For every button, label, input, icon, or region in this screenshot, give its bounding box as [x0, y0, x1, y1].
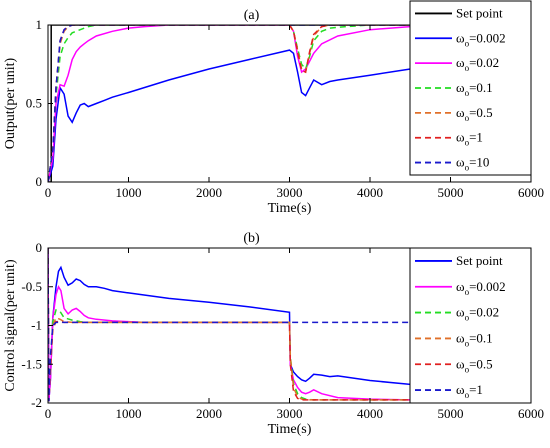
legend: Set point ωo=0.002 ωo=0.02 ωo=0.1 ωo=0.5 ωo=1	[409, 247, 532, 404]
x-tick-label: 0	[45, 406, 52, 421]
series-line	[48, 49, 531, 182]
legend-box	[409, 247, 532, 404]
x-tick-label: 5000	[438, 185, 464, 200]
chart-a: (a) 0 1000 2000 3000 4000 5000 6000 0 0.5 1 Time(s)…	[3, 0, 544, 216]
legend-label: ωo=10	[456, 155, 489, 173]
x-tick-label: 6000	[518, 185, 544, 200]
legend-label: Set point	[456, 253, 503, 268]
series-line	[48, 25, 531, 182]
legend-label: ωo=0.1	[456, 330, 493, 348]
y-tick-label: 1	[36, 17, 43, 32]
x-tick-label: 3000	[277, 406, 303, 421]
x-axis-label: Time(s)	[268, 422, 312, 437]
legend-label: Set point	[456, 5, 503, 20]
y-axis-label: Control signal(per unit)	[3, 259, 18, 392]
series-group	[48, 248, 531, 402]
legend-label: ωo=0.002	[456, 279, 506, 297]
x-tick-label: 2000	[196, 406, 222, 421]
x-axis-label: Time(s)	[268, 201, 312, 216]
y-tick-label: -2	[31, 395, 42, 410]
legend-label: ωo=1	[456, 382, 483, 400]
chart-title: (b)	[243, 231, 260, 246]
series-line	[48, 25, 531, 182]
x-tick-label: 5000	[438, 406, 464, 421]
y-tick-label: 0	[36, 174, 43, 189]
y-axis-label: Output(per unit)	[3, 57, 18, 149]
legend-label: ωo=0.1	[456, 80, 493, 98]
chart-b: (b) 0 1000 2000 3000 4000 5000 6000 -2 -1.5 -1 -0.5…	[3, 231, 544, 437]
series-line	[48, 248, 531, 402]
x-tick-label: 3000	[277, 185, 303, 200]
x-tick-label: 1000	[116, 185, 142, 200]
x-tick-label: 4000	[357, 406, 383, 421]
y-tick-label: -1.5	[21, 356, 42, 371]
chart-title: (a)	[244, 8, 260, 23]
x-tick-label: 1000	[116, 406, 142, 421]
x-tick-label: 0	[45, 185, 52, 200]
y-tick-label: 0	[36, 240, 43, 255]
series-line	[48, 248, 531, 402]
legend-label: ωo=0.5	[456, 356, 493, 374]
y-tick-label: 0.5	[26, 96, 42, 111]
y-tick-label: -0.5	[21, 279, 42, 294]
legend-label: ωo=0.02	[456, 305, 499, 323]
legend-label: ωo=1	[456, 130, 483, 148]
y-tick-label: -1	[31, 318, 42, 333]
legend-label: ωo=0.002	[456, 30, 506, 48]
legend-label: ωo=0.5	[456, 105, 493, 123]
x-tick-label: 6000	[518, 406, 544, 421]
x-tick-label: 2000	[196, 185, 222, 200]
legend: Set point ωo=0.002 ωo=0.02 ωo=0.1 ωo=0.5 ωo=1…	[409, 0, 532, 176]
x-tick-label: 4000	[357, 185, 383, 200]
legend-label: ωo=0.02	[456, 55, 499, 73]
series-line	[48, 248, 531, 402]
